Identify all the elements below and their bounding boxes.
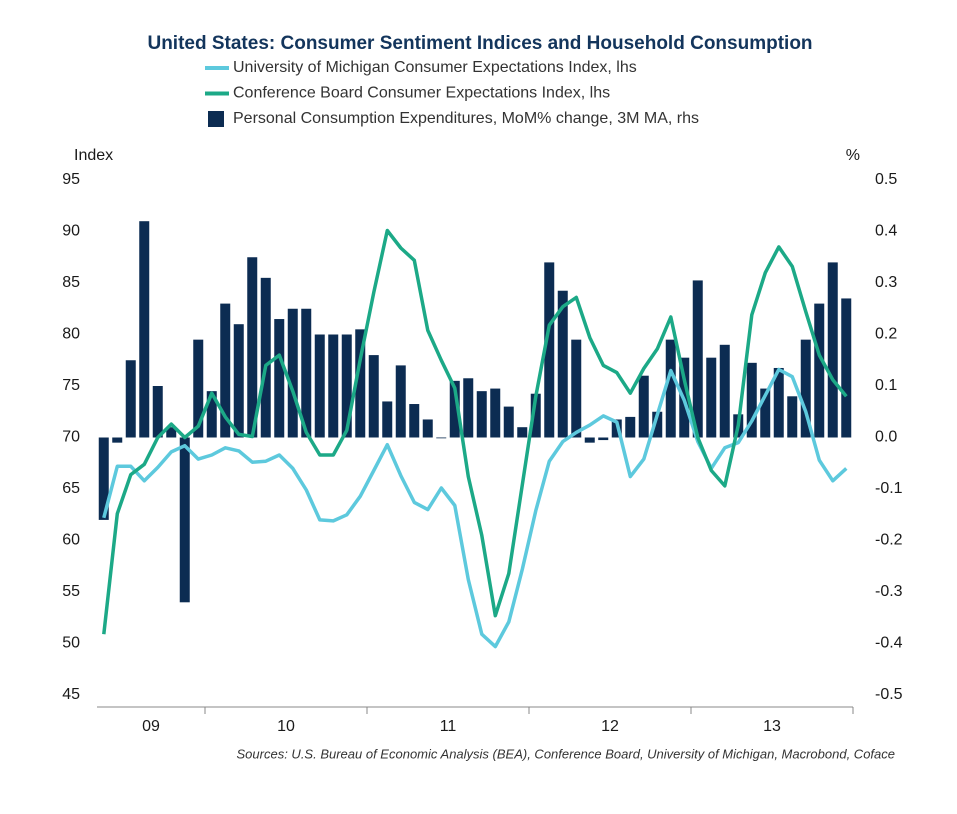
bar <box>517 427 528 438</box>
bar <box>422 419 433 438</box>
bar <box>463 378 474 438</box>
bar <box>760 388 771 438</box>
y-axis-label: Index <box>74 147 113 164</box>
bar <box>584 437 595 443</box>
x-tick-label: 13 <box>763 718 781 735</box>
bar <box>220 303 231 438</box>
bar <box>598 437 609 441</box>
bar <box>368 355 379 438</box>
bar <box>773 367 784 438</box>
bar <box>706 357 717 438</box>
bar <box>814 303 825 438</box>
bar <box>665 339 676 438</box>
bar <box>179 437 190 603</box>
bar <box>746 362 757 438</box>
chart-title: United States: Consumer Sentiment Indice… <box>147 33 812 54</box>
source-note: Sources: U.S. Bureau of Economic Analysi… <box>237 746 895 761</box>
bar <box>98 437 109 520</box>
legend-label: Personal Consumption Expenditures, MoM% … <box>233 110 699 127</box>
bar <box>125 360 136 438</box>
line-series <box>102 228 848 635</box>
y2-tick-label: 0.1 <box>875 377 897 394</box>
y-tick-label: 50 <box>62 635 80 652</box>
bar <box>503 406 514 438</box>
legend-swatch <box>208 111 224 127</box>
bar <box>193 339 204 438</box>
bar <box>638 375 649 438</box>
bar <box>800 339 811 438</box>
bar <box>233 324 244 438</box>
bar <box>206 391 217 438</box>
line-series <box>102 367 848 649</box>
bar <box>260 277 271 438</box>
y2-tick-label: -0.5 <box>875 686 903 703</box>
y2-axis-label: % <box>846 147 860 164</box>
bar <box>625 416 636 438</box>
bar <box>719 344 730 438</box>
bar <box>287 308 298 438</box>
legend-label: Conference Board Consumer Expectations I… <box>233 85 610 102</box>
bar <box>827 262 838 438</box>
y-tick-label: 75 <box>62 377 80 394</box>
bar <box>314 334 325 438</box>
bar <box>652 411 663 438</box>
bar <box>395 365 406 438</box>
x-tick-label: 12 <box>601 718 619 735</box>
y2-tick-label: -0.2 <box>875 532 903 549</box>
x-tick-label: 09 <box>142 718 160 735</box>
bar <box>166 427 177 438</box>
y2-tick-label: 0.5 <box>875 171 897 188</box>
bar <box>787 396 798 438</box>
bar <box>692 280 703 438</box>
bar <box>152 386 163 438</box>
bar <box>301 308 312 438</box>
x-tick-label: 10 <box>277 718 295 735</box>
y2-tick-label: -0.3 <box>875 583 903 600</box>
bar <box>544 262 555 438</box>
y-tick-label: 55 <box>62 583 80 600</box>
y-tick-label: 60 <box>62 532 80 549</box>
y-tick-label: 45 <box>62 686 80 703</box>
bar <box>530 393 541 438</box>
legend-label: University of Michigan Consumer Expectat… <box>233 59 637 76</box>
y-tick-label: 80 <box>62 326 80 343</box>
y2-tick-label: 0.0 <box>875 429 897 446</box>
bar <box>841 298 852 438</box>
y2-tick-label: -0.4 <box>875 635 903 652</box>
y-tick-label: 65 <box>62 480 80 497</box>
y-tick-label: 90 <box>62 223 80 240</box>
bar <box>328 334 339 438</box>
x-tick-label: 11 <box>440 718 457 735</box>
y2-tick-label: 0.3 <box>875 274 897 291</box>
bar <box>476 391 487 438</box>
bar <box>436 437 447 439</box>
bar <box>247 257 258 438</box>
y-tick-label: 95 <box>62 171 80 188</box>
bar <box>409 404 420 438</box>
bar <box>490 388 501 438</box>
bar <box>571 339 582 438</box>
y-tick-label: 70 <box>62 429 80 446</box>
bar <box>382 401 393 438</box>
y-tick-label: 85 <box>62 274 80 291</box>
bar <box>274 319 285 438</box>
y2-tick-label: 0.4 <box>875 223 897 240</box>
y2-tick-label: -0.1 <box>875 480 903 497</box>
bar <box>355 329 366 438</box>
bar <box>139 221 150 438</box>
bar <box>341 334 352 438</box>
bar <box>112 437 123 443</box>
bar <box>449 380 460 438</box>
bar <box>557 290 568 438</box>
y2-tick-label: 0.2 <box>875 326 897 343</box>
